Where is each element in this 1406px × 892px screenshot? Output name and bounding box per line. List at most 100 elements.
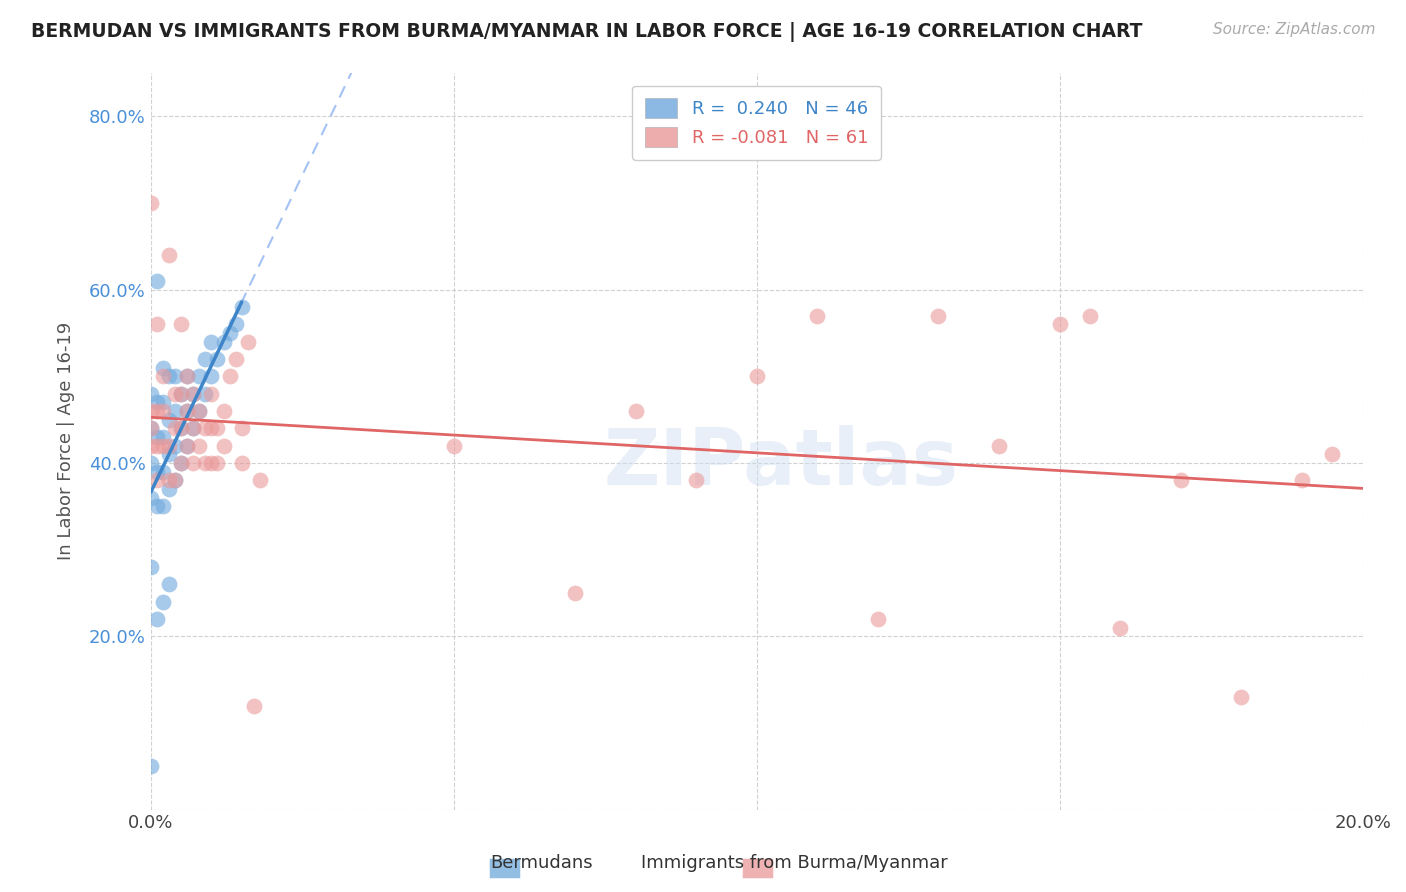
Point xyxy=(152,404,174,418)
Point xyxy=(176,369,198,384)
Point xyxy=(212,439,235,453)
Point xyxy=(1230,690,1253,704)
Point xyxy=(176,439,198,453)
Point xyxy=(152,594,174,608)
Point xyxy=(181,421,204,435)
Point xyxy=(188,369,211,384)
Point xyxy=(139,421,162,435)
Point xyxy=(181,421,204,435)
Point xyxy=(157,473,180,487)
Point xyxy=(139,439,162,453)
Point xyxy=(564,586,586,600)
Point xyxy=(157,369,180,384)
Point xyxy=(866,612,889,626)
Point xyxy=(152,395,174,409)
Point xyxy=(152,500,174,514)
Point xyxy=(139,560,162,574)
Point xyxy=(152,465,174,479)
Point xyxy=(685,473,707,487)
Point xyxy=(163,473,186,487)
Point xyxy=(146,439,169,453)
Point xyxy=(152,439,174,453)
Point xyxy=(139,456,162,470)
Point xyxy=(157,577,180,591)
Point xyxy=(200,421,222,435)
Point xyxy=(146,612,169,626)
Point xyxy=(200,386,222,401)
Point xyxy=(194,351,217,366)
Point xyxy=(176,404,198,418)
Point xyxy=(207,421,229,435)
Point xyxy=(231,300,253,314)
Point xyxy=(181,386,204,401)
Point xyxy=(1170,473,1192,487)
Point xyxy=(181,386,204,401)
Point xyxy=(146,430,169,444)
Point xyxy=(163,439,186,453)
Point xyxy=(1322,447,1344,461)
Point xyxy=(218,369,240,384)
Point xyxy=(200,369,222,384)
Point xyxy=(225,351,247,366)
Point xyxy=(163,473,186,487)
Point xyxy=(176,404,198,418)
Point xyxy=(170,386,193,401)
Point xyxy=(188,439,211,453)
Point xyxy=(163,369,186,384)
Text: Immigrants from Burma/Myanmar: Immigrants from Burma/Myanmar xyxy=(641,855,948,872)
Point xyxy=(146,274,169,288)
Point xyxy=(1109,621,1132,635)
Point xyxy=(139,196,162,211)
Text: Bermudans: Bermudans xyxy=(491,855,592,872)
Text: Source: ZipAtlas.com: Source: ZipAtlas.com xyxy=(1212,22,1375,37)
Point xyxy=(146,318,169,332)
Point xyxy=(146,395,169,409)
Y-axis label: In Labor Force | Age 16-19: In Labor Force | Age 16-19 xyxy=(58,322,75,560)
Point xyxy=(194,456,217,470)
Point xyxy=(212,334,235,349)
Point xyxy=(163,421,186,435)
Point xyxy=(243,698,266,713)
Point xyxy=(181,456,204,470)
Point xyxy=(157,412,180,426)
Point xyxy=(157,447,180,461)
Point xyxy=(194,421,217,435)
Point xyxy=(170,386,193,401)
Text: BERMUDAN VS IMMIGRANTS FROM BURMA/MYANMAR IN LABOR FORCE | AGE 16-19 CORRELATION: BERMUDAN VS IMMIGRANTS FROM BURMA/MYANMA… xyxy=(31,22,1143,42)
Point xyxy=(231,456,253,470)
Point xyxy=(152,360,174,375)
Point xyxy=(1078,309,1101,323)
Point xyxy=(163,404,186,418)
Point xyxy=(139,421,162,435)
Point xyxy=(163,386,186,401)
Point xyxy=(176,439,198,453)
Point xyxy=(157,482,180,496)
Point xyxy=(806,309,828,323)
Point xyxy=(170,456,193,470)
Point xyxy=(212,404,235,418)
Point xyxy=(139,404,162,418)
Point xyxy=(170,318,193,332)
Point xyxy=(745,369,768,384)
Legend: R =  0.240   N = 46, R = -0.081   N = 61: R = 0.240 N = 46, R = -0.081 N = 61 xyxy=(633,86,882,160)
Point xyxy=(152,430,174,444)
Point xyxy=(146,465,169,479)
Point xyxy=(207,351,229,366)
Point xyxy=(218,326,240,340)
Point xyxy=(146,404,169,418)
Point xyxy=(1291,473,1313,487)
Point xyxy=(225,318,247,332)
Point xyxy=(1049,318,1071,332)
Point xyxy=(200,456,222,470)
Point xyxy=(443,439,465,453)
Point xyxy=(170,456,193,470)
Point xyxy=(200,334,222,349)
Point xyxy=(624,404,647,418)
Point xyxy=(188,404,211,418)
Point xyxy=(139,759,162,773)
Point xyxy=(207,456,229,470)
Point xyxy=(152,369,174,384)
Point xyxy=(139,386,162,401)
Point xyxy=(157,439,180,453)
Point xyxy=(249,473,271,487)
